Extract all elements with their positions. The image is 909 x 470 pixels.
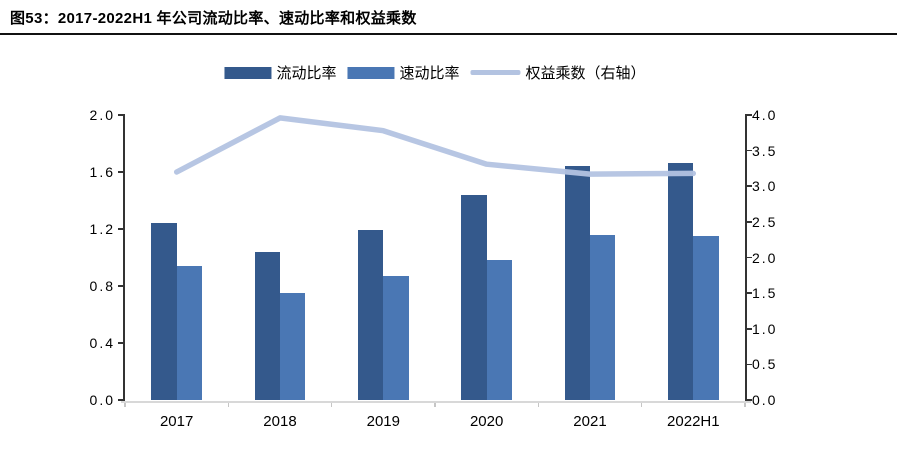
y-axis-right-label: 3.5 (752, 142, 778, 159)
x-axis-label-2020: 2020 (469, 413, 504, 430)
bar-current-ratio-2022H1 (668, 163, 694, 400)
y-axis-right-tick (745, 185, 752, 188)
y-axis-right-label: 4.0 (752, 107, 778, 123)
bar-current-ratio-2021 (564, 166, 590, 400)
y-axis-left-tick (118, 399, 125, 401)
bar-current-ratio-2017 (151, 223, 177, 400)
x-axis-tick (640, 402, 643, 407)
y-axis-left-tick (118, 285, 125, 287)
x-axis-tick (227, 402, 230, 407)
x-axis-label-2022H1: 2022H1 (667, 413, 720, 430)
x-axis-tick (124, 402, 126, 407)
y-axis-left-label: 1.2 (89, 221, 115, 237)
legend-item-current-ratio: 流动比率 (224, 62, 336, 83)
bar-current-ratio-2019 (358, 230, 384, 400)
y-axis-right-label: 2.0 (752, 249, 778, 266)
x-axis-label-2018: 2018 (263, 413, 297, 430)
y-axis-right-label: 1.0 (752, 320, 778, 337)
y-axis-left-tick (118, 342, 125, 344)
y-axis-right-label: 2.5 (752, 213, 778, 230)
equity-multiplier-line (173, 115, 697, 177)
legend-label-equity-multiplier: 权益乘数（右轴） (525, 65, 646, 82)
bar-quick-ratio-2017 (176, 266, 202, 400)
legend-item-equity-multiplier: 权益乘数（右轴） (470, 62, 646, 83)
bar-quick-ratio-2021 (590, 234, 616, 400)
title-underline (0, 33, 897, 35)
y-axis-right-tick (745, 149, 752, 152)
bar-current-ratio-2020 (461, 194, 487, 400)
y-axis-left-tick (118, 228, 125, 230)
x-axis-tick (744, 402, 746, 407)
y-axis-right-label: 0.5 (752, 356, 778, 373)
y-axis-left-label: 0.0 (89, 392, 115, 408)
bar-quick-ratio-2019 (383, 276, 409, 400)
x-axis-label-2019: 2019 (366, 413, 400, 430)
y-axis-right-tick (745, 399, 752, 401)
y-axis-left-label: 0.8 (89, 278, 115, 294)
y-axis-right-tick (745, 292, 752, 294)
y-axis-left-label: 0.4 (89, 335, 115, 351)
y-axis-right-line (745, 114, 747, 400)
x-axis-line (121, 400, 751, 403)
y-axis-right-label: 0.0 (752, 392, 778, 408)
legend-swatch-equity-multiplier-line-icon (470, 70, 521, 75)
y-axis-right-tick (745, 114, 752, 116)
y-axis-right-label: 1.5 (752, 285, 778, 302)
y-axis-left-label: 1.6 (89, 164, 115, 180)
x-axis-label-2017: 2017 (159, 413, 194, 430)
chart-legend: 流动比率 速动比率 权益乘数（右轴） (224, 62, 646, 83)
y-axis-right-tick (745, 327, 752, 330)
legend-item-quick-ratio: 速动比率 (347, 62, 460, 83)
bar-quick-ratio-2022H1 (693, 236, 719, 400)
legend-swatch-current-ratio-bar-icon (224, 66, 272, 79)
y-axis-right-tick (745, 256, 752, 259)
y-axis-left-line (123, 114, 125, 400)
x-axis-tick (434, 402, 436, 407)
legend-swatch-quick-ratio-bar-icon (347, 66, 395, 79)
y-axis-right-label: 3.0 (752, 178, 778, 195)
x-axis-label-2021: 2021 (573, 413, 607, 430)
y-axis-left-label: 2.0 (89, 107, 115, 123)
y-axis-right-tick (745, 363, 752, 366)
y-axis-right-tick (745, 221, 752, 223)
x-axis-tick (537, 402, 540, 407)
bar-quick-ratio-2018 (280, 293, 306, 400)
bar-current-ratio-2018 (254, 251, 280, 400)
y-axis-left-tick (118, 114, 125, 116)
figure-title: 图53：2017-2022H1 年公司流动比率、速动比率和权益乘数 (10, 10, 417, 27)
bar-quick-ratio-2020 (486, 260, 512, 400)
legend-label-quick-ratio: 速动比率 (399, 65, 460, 82)
legend-label-current-ratio: 流动比率 (276, 65, 337, 82)
y-axis-left-tick (118, 171, 125, 173)
x-axis-tick (330, 402, 333, 407)
